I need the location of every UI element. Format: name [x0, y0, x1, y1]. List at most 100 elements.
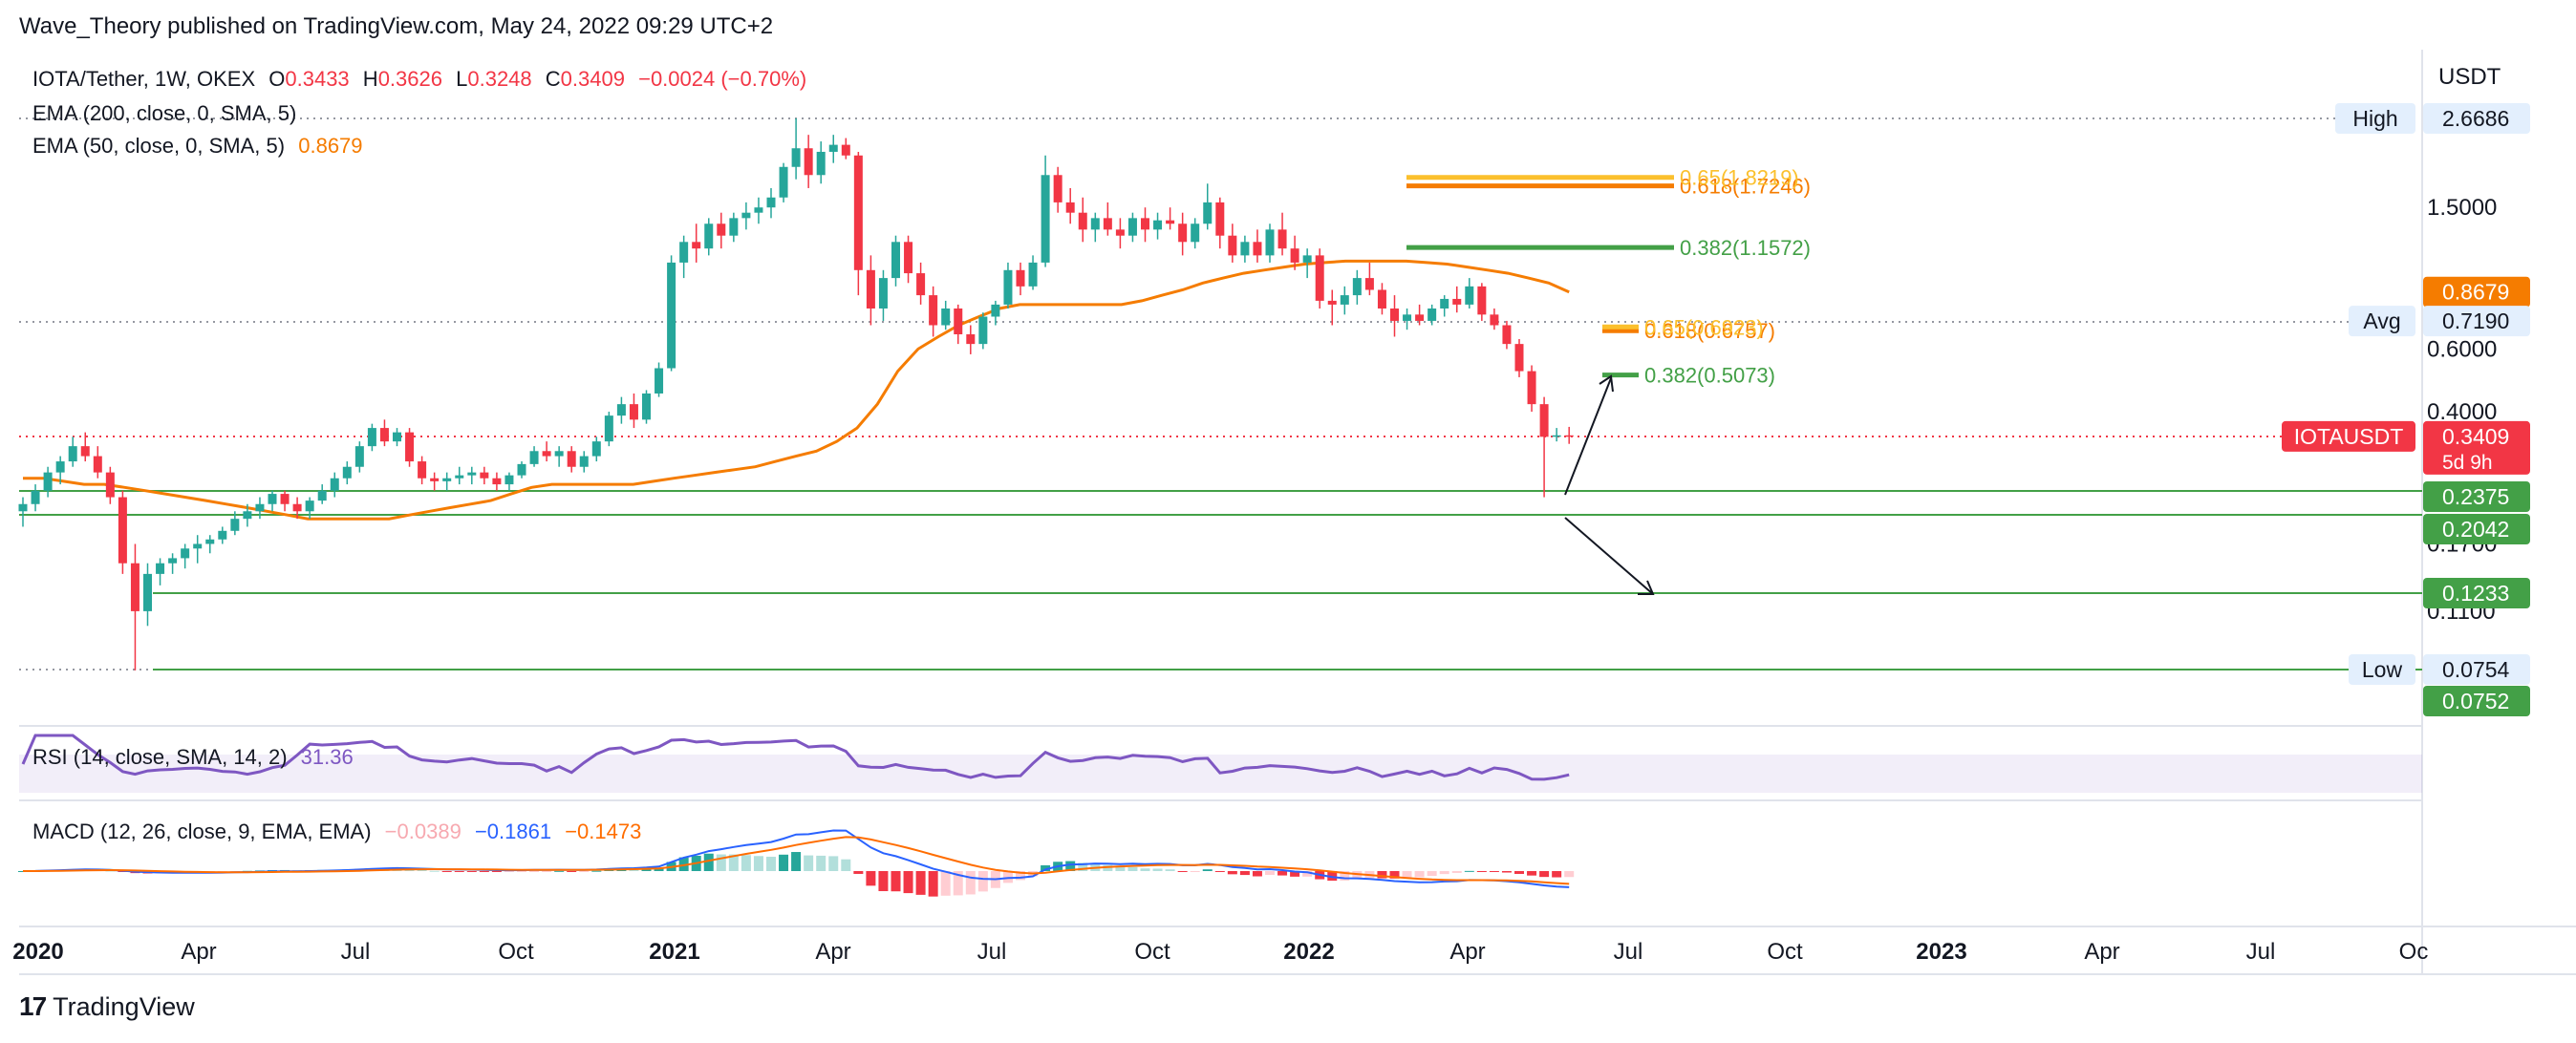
candle[interactable] — [1277, 212, 1287, 256]
candle[interactable] — [616, 396, 626, 424]
candle[interactable] — [1552, 428, 1561, 442]
candle[interactable] — [1203, 183, 1213, 230]
price-label[interactable]: Avg 0.7190 — [2349, 306, 2530, 337]
candle[interactable] — [1302, 248, 1312, 279]
candle[interactable] — [205, 535, 215, 554]
candle[interactable] — [1502, 320, 1512, 350]
candle[interactable] — [379, 419, 389, 447]
candle[interactable] — [1340, 286, 1349, 315]
candle[interactable] — [1103, 202, 1112, 236]
candle[interactable] — [1153, 212, 1163, 240]
fib-level[interactable]: 0.65(0.6923) — [1602, 315, 1764, 339]
ema50-line[interactable] — [23, 259, 1570, 521]
price-label[interactable]: 0.1233 — [2423, 578, 2530, 608]
candle[interactable] — [430, 472, 440, 491]
candle[interactable] — [966, 325, 976, 354]
candle[interactable] — [268, 490, 277, 512]
candle[interactable] — [717, 212, 726, 249]
signal-line[interactable] — [23, 836, 1570, 885]
candle[interactable] — [1290, 235, 1299, 270]
candle[interactable] — [181, 543, 190, 569]
candle[interactable] — [1228, 224, 1237, 263]
candle[interactable] — [954, 304, 963, 345]
candle[interactable] — [679, 235, 689, 279]
candle[interactable] — [567, 446, 576, 473]
candle[interactable] — [118, 490, 127, 574]
candle[interactable] — [218, 526, 227, 544]
price-label[interactable]: 0.2375 — [2423, 481, 2530, 512]
candle[interactable] — [193, 535, 203, 564]
candle[interactable] — [891, 235, 900, 287]
candle[interactable] — [904, 235, 913, 284]
candle[interactable] — [418, 456, 427, 485]
candle[interactable] — [866, 255, 875, 326]
candle[interactable] — [18, 497, 28, 527]
candle[interactable] — [517, 461, 526, 479]
candle[interactable] — [1440, 295, 1449, 317]
candle[interactable] — [629, 393, 638, 429]
candle[interactable] — [455, 466, 464, 485]
candle[interactable] — [292, 497, 302, 520]
tradingview-brand[interactable]: 17 TradingView — [19, 991, 195, 1022]
candle[interactable] — [305, 497, 314, 520]
macd-legend[interactable]: MACD (12, 26, close, 9, EMA, EMA) −0.038… — [32, 820, 642, 843]
candle[interactable] — [31, 484, 40, 512]
candle[interactable] — [442, 472, 452, 491]
candle[interactable] — [804, 135, 813, 188]
bullish-arrow[interactable] — [1564, 374, 1614, 496]
rsi-legend[interactable]: RSI (14, close, SMA, 14, 2) 31.36 — [32, 745, 354, 769]
symbol-legend[interactable]: IOTA/Tether, 1W, OKEX O0.3433 H0.3626 L0… — [32, 67, 807, 91]
candle[interactable] — [779, 162, 788, 202]
candle[interactable] — [841, 138, 850, 160]
candle[interactable] — [766, 187, 776, 219]
candle[interactable] — [93, 446, 102, 479]
candle[interactable] — [1403, 308, 1412, 330]
candle[interactable] — [393, 428, 401, 447]
candle[interactable] — [504, 472, 514, 491]
candle[interactable] — [330, 472, 339, 498]
candle[interactable] — [1178, 212, 1188, 256]
candle[interactable] — [929, 286, 938, 337]
fib-level[interactable]: 0.618(0.6757) — [1602, 319, 1775, 343]
candle[interactable] — [130, 543, 140, 670]
candle[interactable] — [1390, 295, 1399, 337]
candle[interactable] — [480, 466, 489, 485]
ema50-legend[interactable]: EMA (50, close, 0, SMA, 5) 0.8679 — [32, 134, 363, 158]
candle[interactable] — [1539, 396, 1549, 498]
price-label[interactable]: IOTAUSDT 0.3409 5d 9h — [2282, 420, 2530, 475]
candle[interactable] — [1527, 365, 1536, 413]
candle[interactable] — [1377, 283, 1386, 315]
bearish-arrow[interactable] — [1564, 517, 1655, 595]
candle[interactable] — [741, 202, 751, 230]
candle[interactable] — [68, 436, 77, 467]
candle[interactable] — [791, 117, 801, 180]
candle[interactable] — [1364, 262, 1374, 296]
candle[interactable] — [1465, 278, 1474, 309]
candle[interactable] — [1141, 207, 1149, 243]
candle[interactable] — [342, 461, 352, 485]
candle[interactable] — [1415, 304, 1425, 326]
candle[interactable] — [43, 466, 53, 498]
candle[interactable] — [1452, 286, 1462, 313]
price-label[interactable]: 0.2042 — [2423, 514, 2530, 544]
candle[interactable] — [529, 446, 539, 467]
candle[interactable] — [1053, 166, 1063, 213]
candle[interactable] — [1327, 289, 1337, 326]
candle[interactable] — [1315, 248, 1324, 309]
candle[interactable] — [1240, 235, 1250, 263]
candle[interactable] — [1477, 283, 1487, 321]
candle[interactable] — [1514, 339, 1524, 377]
candle[interactable] — [542, 441, 551, 462]
fib-level[interactable]: 0.382(0.5073) — [1602, 364, 1775, 388]
candle[interactable] — [1041, 155, 1050, 267]
candle[interactable] — [604, 412, 613, 447]
price-label[interactable]: Low 0.0754 — [2349, 654, 2530, 685]
candle[interactable] — [916, 262, 926, 305]
candle[interactable] — [317, 484, 327, 504]
candle[interactable] — [105, 466, 115, 504]
candle[interactable] — [230, 511, 240, 536]
candle[interactable] — [729, 212, 739, 243]
candle[interactable] — [1352, 269, 1362, 305]
candle[interactable] — [1003, 262, 1013, 309]
candle[interactable] — [878, 269, 888, 321]
